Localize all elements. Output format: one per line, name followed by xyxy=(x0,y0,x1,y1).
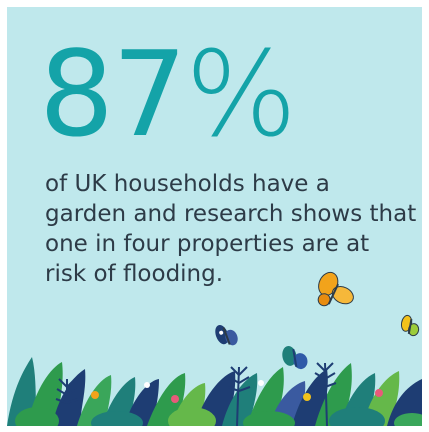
stat-percent-symbol: % xyxy=(185,25,297,163)
flood-risk-card: 87% of UK households have a garden and r… xyxy=(7,7,422,426)
butterfly-icon xyxy=(282,346,308,370)
foliage-illustration xyxy=(7,357,422,426)
butterfly-icon xyxy=(400,314,420,337)
butterfly-icon xyxy=(317,271,354,307)
stat-percentage: 87% xyxy=(39,35,297,153)
butterfly-icon xyxy=(215,324,238,346)
stat-description: of UK households have a garden and resea… xyxy=(45,171,417,287)
butterflies-layer xyxy=(7,271,422,426)
stat-number: 87 xyxy=(39,25,187,163)
